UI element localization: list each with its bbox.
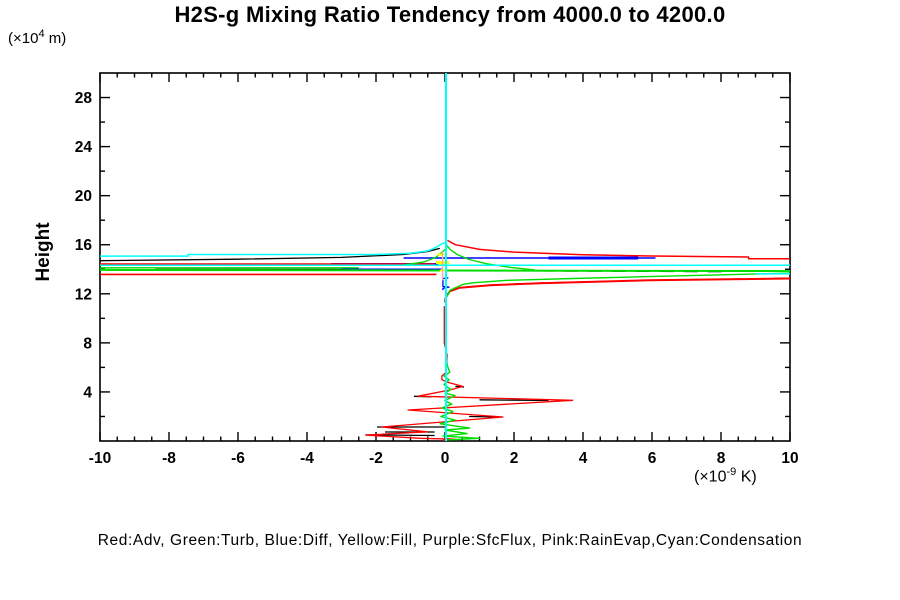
y-tick-label: 24	[75, 139, 93, 156]
x-tick-label: 6	[648, 450, 657, 467]
x-tick-label: 8	[717, 450, 726, 467]
y-tick-label: 28	[75, 90, 93, 107]
y-tick-label: 12	[75, 286, 92, 303]
x-tick-label: 2	[510, 450, 519, 467]
y-tick-label: 16	[75, 237, 93, 254]
x-tick-label: -8	[162, 450, 176, 467]
series-cyan-condensation	[100, 73, 790, 441]
x-tick-label: -4	[300, 450, 314, 467]
x-tick-label: -6	[231, 450, 245, 467]
x-tick-label: 0	[441, 450, 450, 467]
y-tick-label: 8	[83, 335, 92, 352]
x-tick-label: 4	[579, 450, 588, 467]
y-tick-label: 4	[83, 384, 92, 401]
y-axis-unit-label: (×104 m)	[8, 28, 67, 47]
x-axis-unit-label: (×10-9 K)	[694, 466, 757, 486]
legend-text: Red:Adv, Green:Turb, Blue:Diff, Yellow:F…	[97, 532, 803, 549]
chart-title: H2S-g Mixing Ratio Tendency from 4000.0 …	[174, 2, 726, 27]
x-tick-label: -2	[369, 450, 383, 467]
x-tick-label: -10	[89, 450, 111, 467]
y-tick-label: 20	[75, 188, 92, 205]
x-tick-label: 10	[781, 450, 798, 467]
